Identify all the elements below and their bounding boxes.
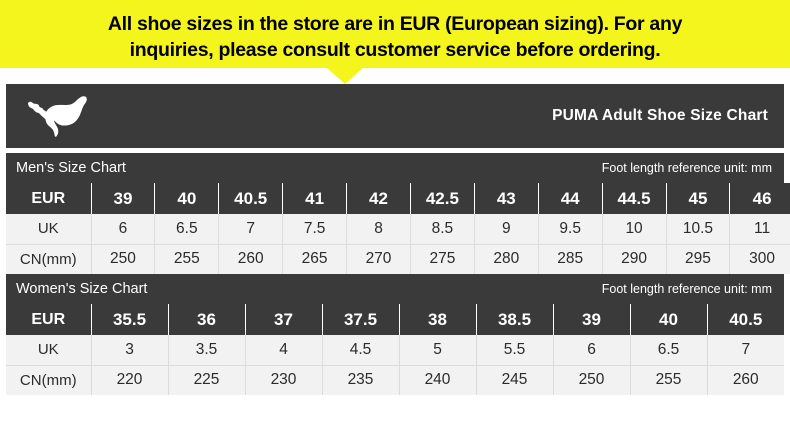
table-cell: 7	[218, 214, 284, 245]
womens-section-title: Women's Size Chart	[16, 281, 148, 297]
mens-table-body: EUR 39 40 40.5 41 42 42.5 43 44 44.5 45 …	[6, 183, 790, 274]
table-cell: 300	[729, 244, 790, 274]
table-cell: 4	[245, 335, 323, 366]
row-label: EUR	[6, 304, 92, 335]
notice-banner: All shoe sizes in the store are in EUR (…	[0, 0, 790, 68]
table-cell: 275	[410, 244, 475, 274]
table-cell: 295	[666, 244, 731, 274]
table-cell: 230	[245, 365, 323, 395]
mens-section-bar: Men's Size Chart Foot length reference u…	[6, 153, 784, 183]
table-row: CN(mm) 220 225 230 235 240 245 250 255 2…	[6, 365, 784, 395]
table-cell: 37.5	[322, 304, 400, 335]
table-cell: 40	[630, 304, 708, 335]
notice-line-2: inquiries, please consult customer servi…	[129, 38, 661, 61]
row-label: CN(mm)	[6, 365, 92, 395]
table-cell: 265	[282, 244, 348, 274]
brand-header: PUMA Adult Shoe Size Chart	[6, 84, 784, 148]
table-cell: 260	[707, 365, 784, 395]
table-cell: 255	[630, 365, 708, 395]
row-label: UK	[6, 335, 92, 366]
table-cell: 225	[168, 365, 246, 395]
table-cell: 9	[474, 214, 539, 245]
table-cell: 285	[538, 244, 603, 274]
mens-size-table: EUR 39 40 40.5 41 42 42.5 43 44 44.5 45 …	[6, 183, 790, 274]
table-cell: 43	[474, 183, 539, 214]
header-gap	[0, 148, 790, 153]
row-label: UK	[6, 214, 92, 245]
table-cell: 235	[322, 365, 400, 395]
mens-section-title: Men's Size Chart	[16, 160, 126, 176]
table-cell: 8	[346, 214, 411, 245]
table-cell: 5.5	[476, 335, 554, 366]
table-cell: 7	[707, 335, 784, 366]
table-cell: 3.5	[168, 335, 246, 366]
table-cell: 6.5	[154, 214, 220, 245]
table-cell: 45	[666, 183, 731, 214]
table-row: UK 3 3.5 4 4.5 5 5.5 6 6.5 7	[6, 335, 784, 366]
table-cell: 44	[538, 183, 603, 214]
table-cell: 6	[91, 214, 156, 245]
womens-size-table: EUR 35.5 36 37 37.5 38 38.5 39 40 40.5 U…	[6, 304, 784, 395]
table-cell: 40.5	[218, 183, 284, 214]
table-cell: 245	[476, 365, 554, 395]
table-cell: 4.5	[322, 335, 400, 366]
table-cell: 3	[91, 335, 169, 366]
table-cell: 250	[91, 244, 156, 274]
table-cell: 40.5	[707, 304, 784, 335]
mens-unit-note: Foot length reference unit: mm	[601, 161, 772, 175]
row-label: EUR	[6, 183, 92, 214]
womens-unit-note: Foot length reference unit: mm	[601, 282, 772, 296]
table-row: UK 6 6.5 7 7.5 8 8.5 9 9.5 10 10.5 11	[6, 214, 790, 245]
table-cell: 9.5	[538, 214, 603, 245]
table-cell: 10.5	[666, 214, 731, 245]
table-cell: 44.5	[602, 183, 667, 214]
table-cell: 255	[154, 244, 220, 274]
table-cell: 240	[399, 365, 477, 395]
table-cell: 6.5	[630, 335, 708, 366]
notice-arrow-icon	[327, 68, 363, 84]
mens-size-chart: Men's Size Chart Foot length reference u…	[6, 153, 790, 274]
table-cell: 39	[553, 304, 631, 335]
table-cell: 39	[91, 183, 156, 214]
womens-size-chart: Women's Size Chart Foot length reference…	[6, 274, 784, 395]
table-cell: 46	[729, 183, 790, 214]
table-cell: 250	[553, 365, 631, 395]
table-cell: 7.5	[282, 214, 348, 245]
row-label: CN(mm)	[6, 244, 92, 274]
banner-spacer	[0, 68, 790, 84]
table-cell: 5	[399, 335, 477, 366]
table-cell: 6	[553, 335, 631, 366]
table-cell: 37	[245, 304, 323, 335]
brand-title: PUMA Adult Shoe Size Chart	[552, 107, 768, 124]
table-cell: 290	[602, 244, 667, 274]
puma-logo-icon	[24, 94, 94, 138]
table-cell: 260	[218, 244, 284, 274]
womens-table-body: EUR 35.5 36 37 37.5 38 38.5 39 40 40.5 U…	[6, 304, 784, 395]
table-cell: 280	[474, 244, 539, 274]
table-cell: 38	[399, 304, 477, 335]
table-row: EUR 35.5 36 37 37.5 38 38.5 39 40 40.5	[6, 304, 784, 335]
table-cell: 40	[154, 183, 220, 214]
table-cell: 38.5	[476, 304, 554, 335]
table-cell: 42.5	[410, 183, 475, 214]
table-cell: 41	[282, 183, 348, 214]
table-row: CN(mm) 250 255 260 265 270 275 280 285 2…	[6, 244, 790, 274]
table-cell: 270	[346, 244, 411, 274]
womens-section-bar: Women's Size Chart Foot length reference…	[6, 274, 784, 304]
table-cell: 10	[602, 214, 667, 245]
table-cell: 35.5	[91, 304, 169, 335]
table-cell: 42	[346, 183, 411, 214]
notice-line-1: All shoe sizes in the store are in EUR (…	[107, 12, 683, 35]
table-row: EUR 39 40 40.5 41 42 42.5 43 44 44.5 45 …	[6, 183, 790, 214]
table-cell: 11	[729, 214, 790, 245]
table-cell: 36	[168, 304, 246, 335]
table-cell: 220	[91, 365, 169, 395]
table-cell: 8.5	[410, 214, 475, 245]
